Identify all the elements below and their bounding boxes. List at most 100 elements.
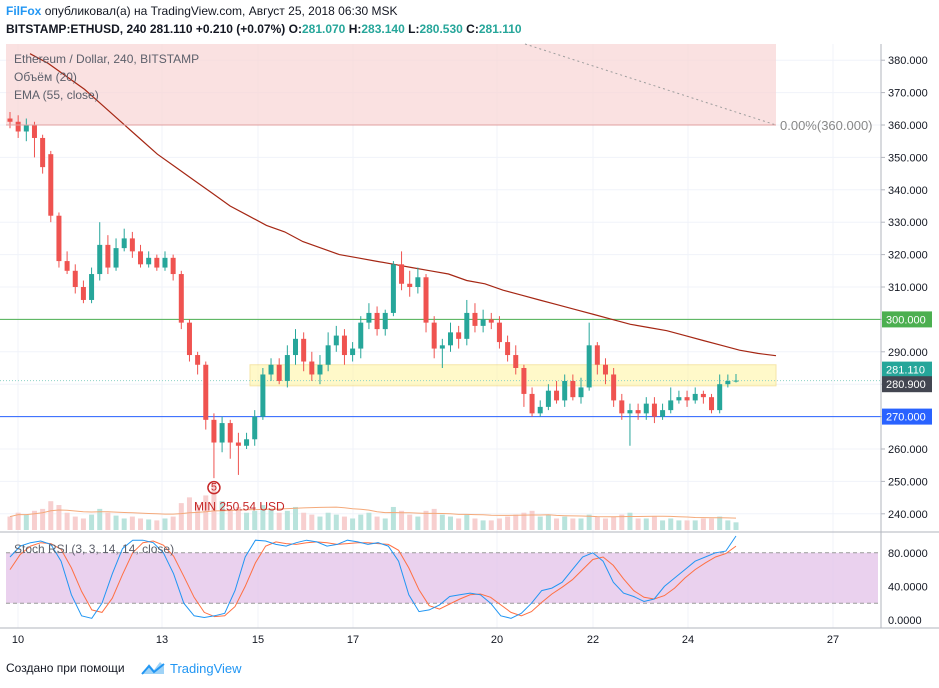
chart-area[interactable]: 0.00%(360.000) 5 MIN 250.54 USD 380.0003… xyxy=(0,0,939,652)
candle-body xyxy=(399,264,405,284)
volume-bar xyxy=(447,516,453,530)
candle-body xyxy=(162,257,168,268)
legend-title[interactable]: Ethereum / Dollar, 240, BITSTAMP xyxy=(14,52,200,66)
volume-bar xyxy=(162,518,168,530)
candle-body xyxy=(660,410,666,417)
open-label: O: xyxy=(288,22,302,36)
volume-bar xyxy=(366,512,372,530)
volume-bar xyxy=(121,518,127,530)
candle-body xyxy=(570,380,576,398)
volume-bar xyxy=(276,512,282,530)
volume-bar xyxy=(252,510,258,530)
volume-bar xyxy=(651,516,657,530)
volume-bar xyxy=(268,508,274,530)
legend-ema[interactable]: EMA (55, close) xyxy=(14,88,99,102)
candle-body xyxy=(301,338,307,362)
volume-bar xyxy=(390,506,396,530)
volume-bar xyxy=(725,520,731,530)
volume-bar xyxy=(325,512,331,530)
tradingview-link[interactable]: TradingView xyxy=(170,661,242,676)
min-marker-text: 5 xyxy=(211,482,217,494)
stoch-title[interactable]: Stoch RSI (3, 3, 14, 14, close) xyxy=(14,542,174,556)
publisher-name[interactable]: FilFox xyxy=(6,4,42,18)
price-tag xyxy=(882,408,932,425)
candle-body xyxy=(472,312,478,326)
candle-body xyxy=(235,442,241,446)
candle-body xyxy=(260,374,266,417)
volume-bar xyxy=(219,501,225,530)
volume-bar xyxy=(146,519,152,530)
volume-bar xyxy=(545,514,551,530)
candle-body xyxy=(635,410,641,414)
volume-bar xyxy=(399,510,405,530)
volume-bar xyxy=(456,518,462,530)
stoch-k-line xyxy=(9,535,737,619)
candle-body xyxy=(154,257,160,268)
price-axis[interactable]: 380.000 370.000 360.000 350.000 340.000 330.0… xyxy=(881,55,928,521)
candle-body xyxy=(668,400,674,411)
volume-bar xyxy=(358,514,364,530)
volume-bar xyxy=(203,495,209,530)
candle-body xyxy=(529,393,535,414)
volume-bar xyxy=(97,508,103,530)
candle-body xyxy=(611,374,617,401)
price-tick-label: 290.000 xyxy=(888,347,928,359)
candle-body xyxy=(692,393,698,401)
candle-body xyxy=(121,238,127,249)
legend-volume[interactable]: Объём (20) xyxy=(14,70,77,84)
volume-bar xyxy=(537,516,543,530)
volume-bar xyxy=(15,512,21,530)
candle-body xyxy=(505,342,511,356)
candle-body xyxy=(407,283,413,287)
price-tag-label: 270.000 xyxy=(886,412,926,424)
stoch-tick-label: 80.0000 xyxy=(888,548,928,560)
volume-bar xyxy=(611,516,617,530)
volume-bar xyxy=(668,518,674,530)
time-tick-label: 27 xyxy=(827,634,839,646)
volume-bar xyxy=(602,518,608,530)
publish-line: FilFox опубликовал(а) на TradingView.com… xyxy=(6,4,398,18)
volume-bar xyxy=(464,514,470,530)
volume-bar xyxy=(48,501,54,530)
price-tag-label: 280.900 xyxy=(886,379,926,391)
volume-bar xyxy=(170,516,176,530)
candle-body xyxy=(138,251,144,265)
candle-body xyxy=(56,215,62,262)
volume-bar xyxy=(684,520,690,530)
volume-bar xyxy=(415,516,421,530)
stoch-tick-label: 0.0000 xyxy=(888,615,922,627)
stoch-axis: 80.0000 40.0000 0.0000 xyxy=(888,548,928,627)
volume-bar xyxy=(301,512,307,530)
stoch-tick-label: 40.0000 xyxy=(888,581,928,593)
high-value: 283.140 xyxy=(361,22,405,36)
candles xyxy=(7,112,739,479)
candle-body xyxy=(537,406,543,414)
volume-bar xyxy=(586,514,592,530)
footer: Создано при помощи TradingView xyxy=(0,652,939,688)
volume-bar xyxy=(227,508,233,530)
volume-bar xyxy=(309,514,315,530)
candle-body xyxy=(40,137,46,168)
tradingview-logo-icon[interactable] xyxy=(140,658,166,678)
volume-bar xyxy=(186,497,192,530)
price-tick-label: 250.000 xyxy=(888,476,928,488)
volume-bar xyxy=(521,512,527,530)
candle-body xyxy=(129,238,135,252)
candle-body xyxy=(725,380,731,385)
volume-bar xyxy=(195,505,201,530)
close-value: 281.110 xyxy=(478,22,522,36)
time-axis[interactable]: 10 13 15 17 20 22 24 27 xyxy=(12,634,839,646)
candle-body xyxy=(186,322,192,356)
created-with-text: Создано при помощи xyxy=(6,661,125,675)
candle-body xyxy=(170,257,176,275)
high-label: H: xyxy=(348,22,362,36)
candle-body xyxy=(382,312,388,330)
time-tick-label: 20 xyxy=(491,634,503,646)
volume-bar xyxy=(293,506,299,530)
candle-body xyxy=(619,400,625,414)
candle-body xyxy=(480,319,486,326)
candle-body xyxy=(284,355,290,381)
volume-bar xyxy=(211,483,217,530)
candle-body xyxy=(325,345,331,365)
volume-bar xyxy=(676,520,682,530)
